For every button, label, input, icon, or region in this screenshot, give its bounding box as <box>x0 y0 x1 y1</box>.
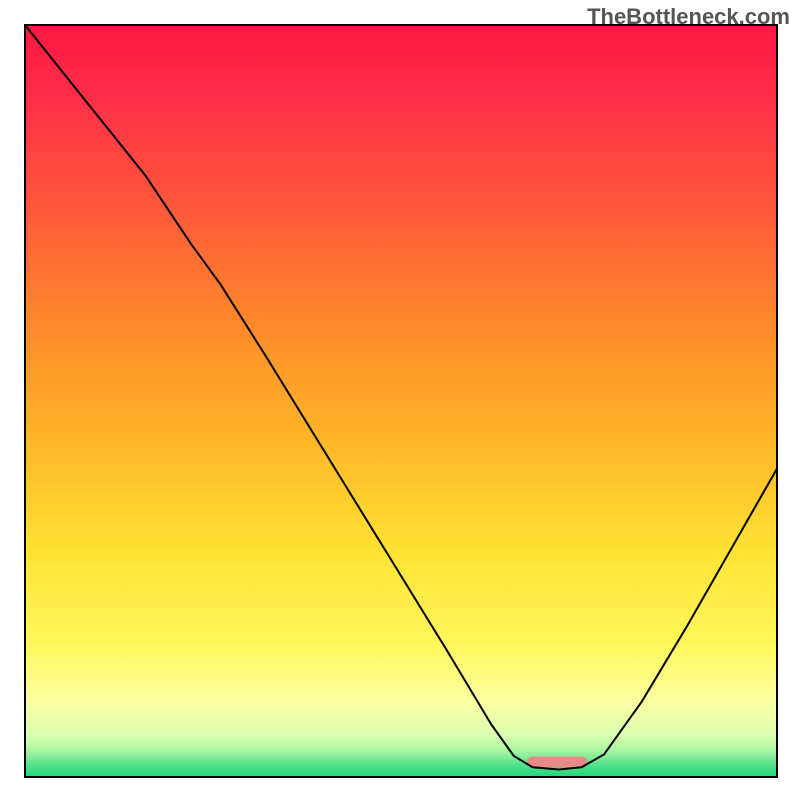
watermark-text: TheBottleneck.com <box>587 4 790 30</box>
bottleneck-chart <box>0 0 800 800</box>
